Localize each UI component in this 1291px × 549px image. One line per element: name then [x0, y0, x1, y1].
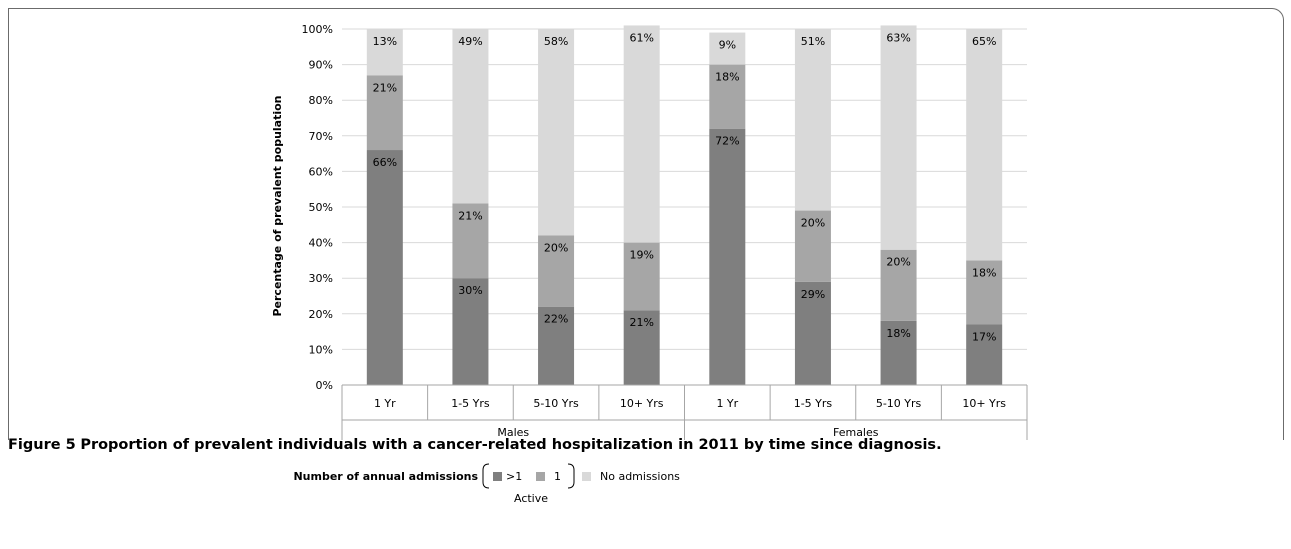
legend-label: No admissions: [600, 470, 680, 483]
y-tick-label: 70%: [309, 130, 333, 143]
legend-bracket-left: [482, 463, 490, 489]
axes: 0% 10% 20% 30% 40% 50% 60% 70% 80% 90% 100% 1 Yr 1-5…: [302, 23, 1028, 440]
bar-segment: [794, 281, 831, 385]
bar-segment: [538, 235, 575, 307]
y-tick-label: 0%: [316, 379, 333, 392]
data-label: 58%: [544, 35, 568, 48]
data-label: 65%: [972, 35, 996, 48]
x-tick-label: 10+ Yrs: [620, 397, 664, 410]
data-label: 22%: [544, 313, 568, 326]
data-label: 20%: [544, 241, 568, 254]
bar-segment: [709, 32, 746, 65]
bar-segment: [880, 25, 917, 250]
legend: Number of annual admissions >1 1 Active No a…: [293, 463, 680, 505]
bar-segment: [366, 29, 403, 76]
bar-segment: [538, 306, 575, 385]
y-axis-title: Percentage of prevalent population: [271, 95, 284, 316]
data-label: 49%: [458, 35, 482, 48]
legend-swatch: [493, 472, 502, 481]
data-label: 20%: [886, 256, 910, 269]
legend-bracket-right: [567, 463, 575, 489]
legend-label: >1: [506, 470, 522, 483]
x-tick-label: 1-5 Yrs: [794, 397, 833, 410]
x-group-label: Males: [497, 426, 529, 439]
figure-frame: [8, 8, 1284, 440]
data-label: 17%: [972, 330, 996, 343]
bar-segment: [452, 29, 489, 204]
x-group-label: Females: [833, 426, 879, 439]
bar-segment: [623, 242, 660, 311]
x-tick-label: 5-10 Yrs: [876, 397, 922, 410]
bar-segment: [709, 128, 746, 385]
bar-segment: [366, 150, 403, 385]
data-label: 72%: [715, 135, 739, 148]
figure-caption: Figure 5 Proportion of prevalent individ…: [8, 437, 1208, 453]
x-tick-label: 1 Yr: [716, 397, 738, 410]
y-tick-label: 100%: [302, 23, 333, 36]
bar-segment: [794, 210, 831, 282]
bar-segment: [623, 25, 660, 243]
legend-swatch: [582, 472, 591, 481]
data-label: 51%: [801, 35, 825, 48]
bar-segment: [452, 278, 489, 385]
y-tick-label: 50%: [309, 201, 333, 214]
figure-label: Figure 5: [8, 437, 76, 453]
bar-segment: [366, 75, 403, 151]
x-tick-label: 5-10 Yrs: [533, 397, 579, 410]
data-label: 61%: [629, 31, 653, 44]
bar-segment: [966, 324, 1003, 385]
y-tick-label: 20%: [309, 308, 333, 321]
bar-segment: [966, 260, 1003, 325]
data-label: 63%: [886, 31, 910, 44]
data-label: 21%: [373, 81, 397, 94]
bar-segment: [623, 310, 660, 385]
data-label: 13%: [373, 35, 397, 48]
legend-bracket-label: Active: [514, 492, 548, 505]
data-label: 21%: [629, 316, 653, 329]
legend-swatch: [536, 472, 545, 481]
data-label: 18%: [886, 327, 910, 340]
x-tick-label: 1-5 Yrs: [451, 397, 490, 410]
data-label: 30%: [458, 284, 482, 297]
data-label: 66%: [373, 156, 397, 169]
y-tick-label: 10%: [309, 343, 333, 356]
data-label: 18%: [972, 266, 996, 279]
bars: [366, 25, 1003, 385]
data-label: 20%: [801, 217, 825, 230]
data-labels: 66% 21% 13% 30% 21% 49% 22% 20% 58% 21% 19% 61% 72% 1…: [373, 31, 997, 343]
bar-segment: [880, 249, 917, 321]
data-label: 21%: [458, 209, 482, 222]
legend-label: 1: [554, 470, 561, 483]
y-tick-label: 60%: [309, 165, 333, 178]
y-tick-label: 90%: [309, 59, 333, 72]
y-tick-label: 30%: [309, 272, 333, 285]
bar-segment: [452, 203, 489, 279]
data-label: 29%: [801, 288, 825, 301]
bar-segment: [966, 29, 1003, 261]
legend-title: Number of annual admissions: [293, 470, 478, 483]
y-tick-label: 40%: [309, 237, 333, 250]
data-label: 9%: [719, 39, 736, 52]
data-label: 18%: [715, 71, 739, 84]
data-label: 19%: [629, 249, 653, 262]
bar-segment: [709, 64, 746, 129]
x-tick-label: 10+ Yrs: [962, 397, 1006, 410]
figure-caption-text: Proportion of prevalent individuals with…: [80, 437, 942, 453]
bar-segment: [538, 29, 575, 236]
gridlines: [342, 28, 1027, 350]
bar-segment: [880, 320, 917, 385]
bar-segment: [794, 29, 831, 211]
x-tick-label: 1 Yr: [374, 397, 396, 410]
y-tick-label: 80%: [309, 94, 333, 107]
